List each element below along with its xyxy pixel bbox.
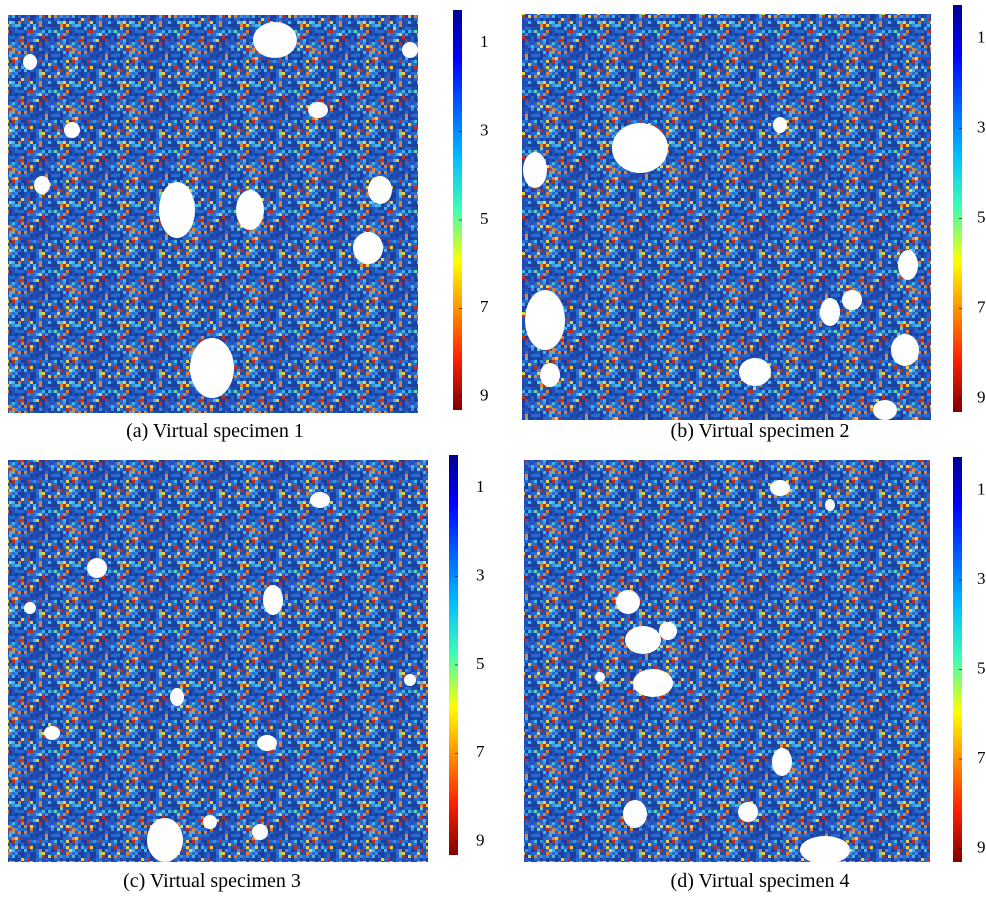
void [772,748,792,776]
colorbar-tick-label: 9 [476,831,485,850]
colorbar-tick-label: 7 [977,748,986,767]
colorbar-tick-label: 5 [977,208,986,227]
specimen-map [522,14,931,420]
void [263,585,283,615]
void [612,123,668,173]
strain-field [8,460,428,862]
void [308,102,328,118]
void [87,558,107,578]
void [368,176,392,204]
caption: (d) Virtual specimen 4 [671,870,850,892]
colorbar-tick-label: 1 [476,477,485,496]
colorbar [953,5,962,412]
strain-field [524,460,930,862]
void [739,358,771,386]
colorbar-tick-label: 5 [977,658,986,677]
void [252,824,268,840]
colorbar-tick-label: 7 [977,297,986,316]
void [891,334,919,366]
colorbar-tick-label: 7 [480,297,489,316]
void [633,669,673,697]
colorbar-tick-label: 9 [977,387,986,406]
void [525,290,565,350]
void [23,54,37,70]
specimen-map [8,15,418,413]
void [34,176,50,194]
colorbar [453,10,462,410]
void [203,815,217,829]
strain-field [522,14,931,420]
colorbar-tick-label: 3 [480,120,489,139]
caption: (c) Virtual specimen 3 [123,870,301,892]
caption: (a) Virtual specimen 1 [126,420,304,442]
void [898,250,918,280]
void [825,499,835,511]
void [147,818,183,862]
void [236,190,264,230]
void [170,688,184,706]
void [159,182,195,238]
colorbar-tick-label: 7 [476,742,485,761]
colorbar-tick-label: 3 [977,118,986,137]
void [310,492,330,508]
void [625,626,661,654]
void [402,42,418,58]
void [842,290,862,310]
colorbar-tick-label: 5 [480,209,489,228]
void [770,480,790,496]
colorbar-tick-label: 1 [480,32,489,51]
colorbar-tick-label: 5 [476,654,485,673]
void [404,674,416,686]
colorbar-tick-label: 3 [476,565,485,584]
void [353,232,383,264]
colorbar [953,457,962,862]
specimen-map [524,460,930,864]
void [659,622,677,640]
void [616,590,640,614]
void [540,363,560,387]
void [873,400,897,420]
void [738,802,758,822]
void [44,726,60,740]
colorbar-tick-label: 3 [977,569,986,588]
void [623,800,647,828]
caption: (b) Virtual specimen 2 [671,420,850,442]
void [190,338,234,398]
void [253,22,297,58]
colorbar-tick-label: 1 [977,479,986,498]
colorbar-tick-label: 9 [480,386,489,405]
colorbar-tick-label: 1 [977,28,986,47]
void [523,152,547,188]
colorbar-tick-label: 9 [977,837,986,856]
colorbar [449,455,458,855]
void [595,672,605,682]
void [820,298,840,326]
void [773,117,787,133]
void [24,602,36,614]
void [64,122,80,138]
void [257,735,277,751]
specimen-map [8,460,428,862]
void [800,836,850,864]
